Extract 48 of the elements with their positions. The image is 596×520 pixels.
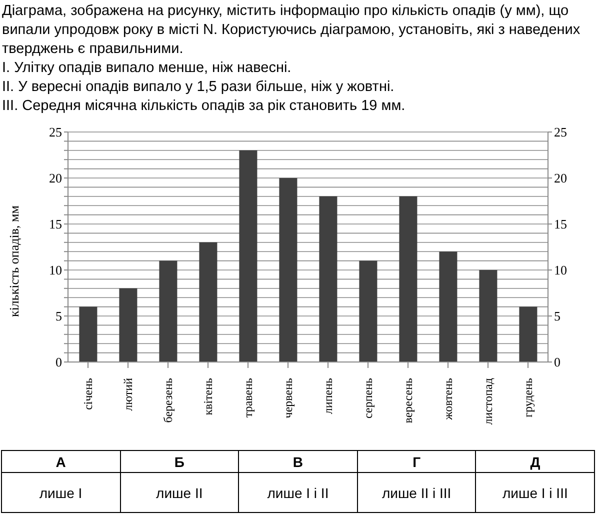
text: В	[238, 450, 358, 472]
bar	[279, 178, 298, 362]
y2-tick-label: 15	[554, 216, 567, 232]
y2-tick-label: 5	[554, 308, 560, 324]
chart-title: Діаграма, зображена на рисунку, містить інформацію про кількість опадів (у мм), що випали упродовж року в місті N. Користуючись діаграмою, установіть, які з наведених тверджень є правильними. I. Улітку опадів випало менше, ніж навесні. II. У вересні опадів випало у 1,5 рази більше, ніж у жовтні. III. Середня місячна кількість опадів за рік становить 19 мм.	[1, 2, 582, 116]
bar	[239, 150, 258, 362]
y-tick-label: 20	[49, 170, 62, 186]
x-tick-label: березень	[161, 377, 175, 423]
bar	[159, 260, 178, 362]
y-tick-label: 5	[56, 308, 62, 324]
x-tick-label: травень	[241, 377, 255, 418]
bar	[119, 288, 138, 362]
x-tick-label: липень	[321, 377, 335, 414]
x-tick-label: серпень	[361, 377, 375, 418]
y2-tick-label: 25	[554, 124, 567, 140]
y-axis-title: кількість опадів, мм	[6, 206, 22, 317]
y2-tick-label: 10	[554, 262, 567, 278]
x-tick-label: лютий	[121, 377, 135, 411]
y-tick-label: 25	[49, 124, 62, 140]
bar	[319, 196, 338, 362]
y-tick-label: 15	[49, 216, 62, 232]
x-tick-label: жовтень	[441, 377, 455, 421]
text: лише I	[2, 472, 120, 512]
y-tick-label: 10	[49, 262, 62, 278]
y2-tick-label: 20	[554, 170, 567, 186]
x-tick-label: червень	[281, 377, 295, 418]
text: Б	[120, 450, 239, 472]
bar	[359, 260, 378, 362]
y2-tick-label: 0	[554, 354, 560, 370]
x-tick-label: квітень	[201, 377, 215, 416]
text: Г	[357, 450, 476, 472]
x-tick-label: листопад	[481, 378, 495, 425]
text: А	[2, 450, 120, 472]
text: Д	[476, 450, 594, 472]
x-tick-label: вересень	[401, 377, 415, 424]
bar	[199, 242, 218, 362]
text: лише II	[120, 472, 239, 512]
bar	[399, 196, 418, 362]
y-tick-label: 0	[56, 354, 62, 370]
text: лише I і III	[476, 472, 594, 512]
text: лише II і III	[357, 472, 476, 512]
bar	[439, 252, 458, 362]
bar	[479, 270, 498, 362]
x-tick-label: січень	[81, 377, 95, 410]
bar	[79, 306, 98, 362]
text: лише I і II	[238, 472, 358, 512]
bar	[519, 306, 538, 362]
x-tick-label: грудень	[521, 377, 535, 418]
